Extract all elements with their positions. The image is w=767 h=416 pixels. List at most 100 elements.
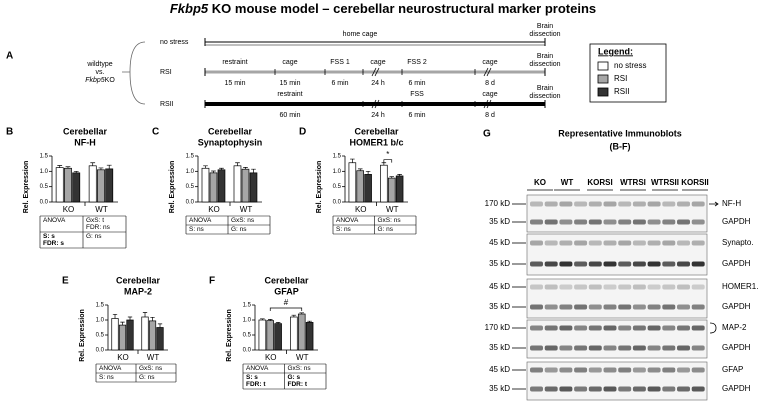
stats-text: ANOVA [99, 365, 122, 372]
size-label: 35 kD [489, 384, 510, 393]
segment-label: cage [482, 91, 497, 98]
band [559, 261, 573, 267]
stats-text: G: s [288, 374, 301, 381]
band [632, 201, 646, 207]
band [603, 386, 617, 392]
group-text: Fkbp5KO [85, 77, 115, 84]
end-label: dissection [529, 31, 560, 38]
break-mark [371, 99, 380, 109]
stats-text: ANOVA [246, 365, 269, 372]
x-tick-label: WT [95, 205, 108, 214]
band [530, 304, 543, 310]
band [559, 325, 573, 331]
band [530, 345, 543, 351]
stats-text: FDR: s [43, 240, 64, 247]
error-bar [381, 162, 387, 166]
lane-label: KORSI [587, 178, 612, 187]
segment-duration: 6 min [408, 112, 425, 119]
break-mark [483, 67, 492, 77]
bar [97, 169, 105, 203]
stats-text: S: ns [336, 226, 352, 233]
band [662, 367, 676, 373]
band [588, 386, 602, 392]
band [677, 219, 690, 225]
band [677, 325, 690, 331]
error-bar [150, 316, 155, 321]
bar [64, 167, 72, 203]
band [603, 201, 617, 207]
segment-label: home cage [343, 31, 378, 38]
panel-label: D [299, 127, 306, 138]
x-tick-label: KO [265, 353, 277, 362]
lane-label: WT [561, 178, 574, 187]
size-label: 45 kD [489, 238, 510, 247]
band [618, 386, 632, 392]
bar [249, 172, 258, 203]
chart-title: Cerebellar [354, 126, 399, 136]
band [618, 284, 632, 290]
stats-text: G: ns [139, 374, 155, 381]
legend-swatch [597, 87, 609, 97]
bar [111, 318, 119, 351]
band [588, 367, 602, 373]
segment-label: restraint [222, 59, 247, 66]
stats-text: FDR: ns [86, 224, 111, 231]
y-tick-label: 1.5 [186, 154, 195, 160]
row-name: RSI [160, 69, 172, 76]
band [574, 345, 588, 351]
error-bar [73, 170, 79, 173]
lane-label: KORSII [681, 178, 709, 187]
band [677, 304, 690, 310]
band [632, 219, 646, 225]
error-bar [357, 168, 363, 171]
error-bar [142, 312, 148, 317]
significance-mark: # [284, 298, 289, 307]
band [662, 201, 676, 207]
stats-text: G: ns [378, 226, 394, 233]
error-bar [106, 164, 112, 169]
band [677, 201, 690, 207]
error-bar [365, 170, 371, 175]
band [647, 367, 661, 373]
band [603, 219, 617, 225]
blot-title: (B-F) [610, 141, 631, 151]
bar [348, 162, 357, 203]
title-italic: Fkbp5 [170, 1, 209, 16]
band [544, 386, 558, 392]
panel-label: C [152, 127, 159, 138]
size-label: 170 kD [485, 323, 511, 332]
blot-box [526, 233, 708, 276]
y-tick-label: 1.5 [333, 154, 342, 160]
size-label: 35 kD [489, 343, 510, 352]
band [530, 240, 543, 246]
band [559, 367, 573, 373]
band [618, 201, 632, 207]
band [691, 261, 705, 267]
y-tick-label: 0.5 [186, 184, 195, 190]
stats-text: G: ns [86, 233, 102, 240]
chart-title: Cerebellar [264, 275, 309, 285]
stats-text: ANOVA [336, 217, 359, 224]
bar [233, 165, 242, 203]
band [691, 240, 705, 246]
lane-label: WTRSI [620, 178, 646, 187]
band [559, 304, 573, 310]
segment-duration: 6 min [331, 80, 348, 87]
end-label: Brain [537, 53, 553, 60]
band [618, 240, 632, 246]
arrow [709, 201, 719, 207]
error-bar [98, 167, 104, 170]
protein-label: GAPDH [722, 343, 751, 352]
error-bar [65, 166, 71, 169]
protein-label: GAPDH [722, 217, 751, 226]
band [530, 325, 543, 331]
error-bar [267, 319, 273, 321]
band [691, 304, 705, 310]
error-bar [243, 166, 248, 170]
band [544, 284, 558, 290]
band [530, 261, 543, 267]
bar [290, 316, 298, 351]
size-label: 35 kD [489, 302, 510, 311]
segment-duration: 15 min [224, 80, 245, 87]
y-tick-label: 0.0 [333, 200, 342, 206]
